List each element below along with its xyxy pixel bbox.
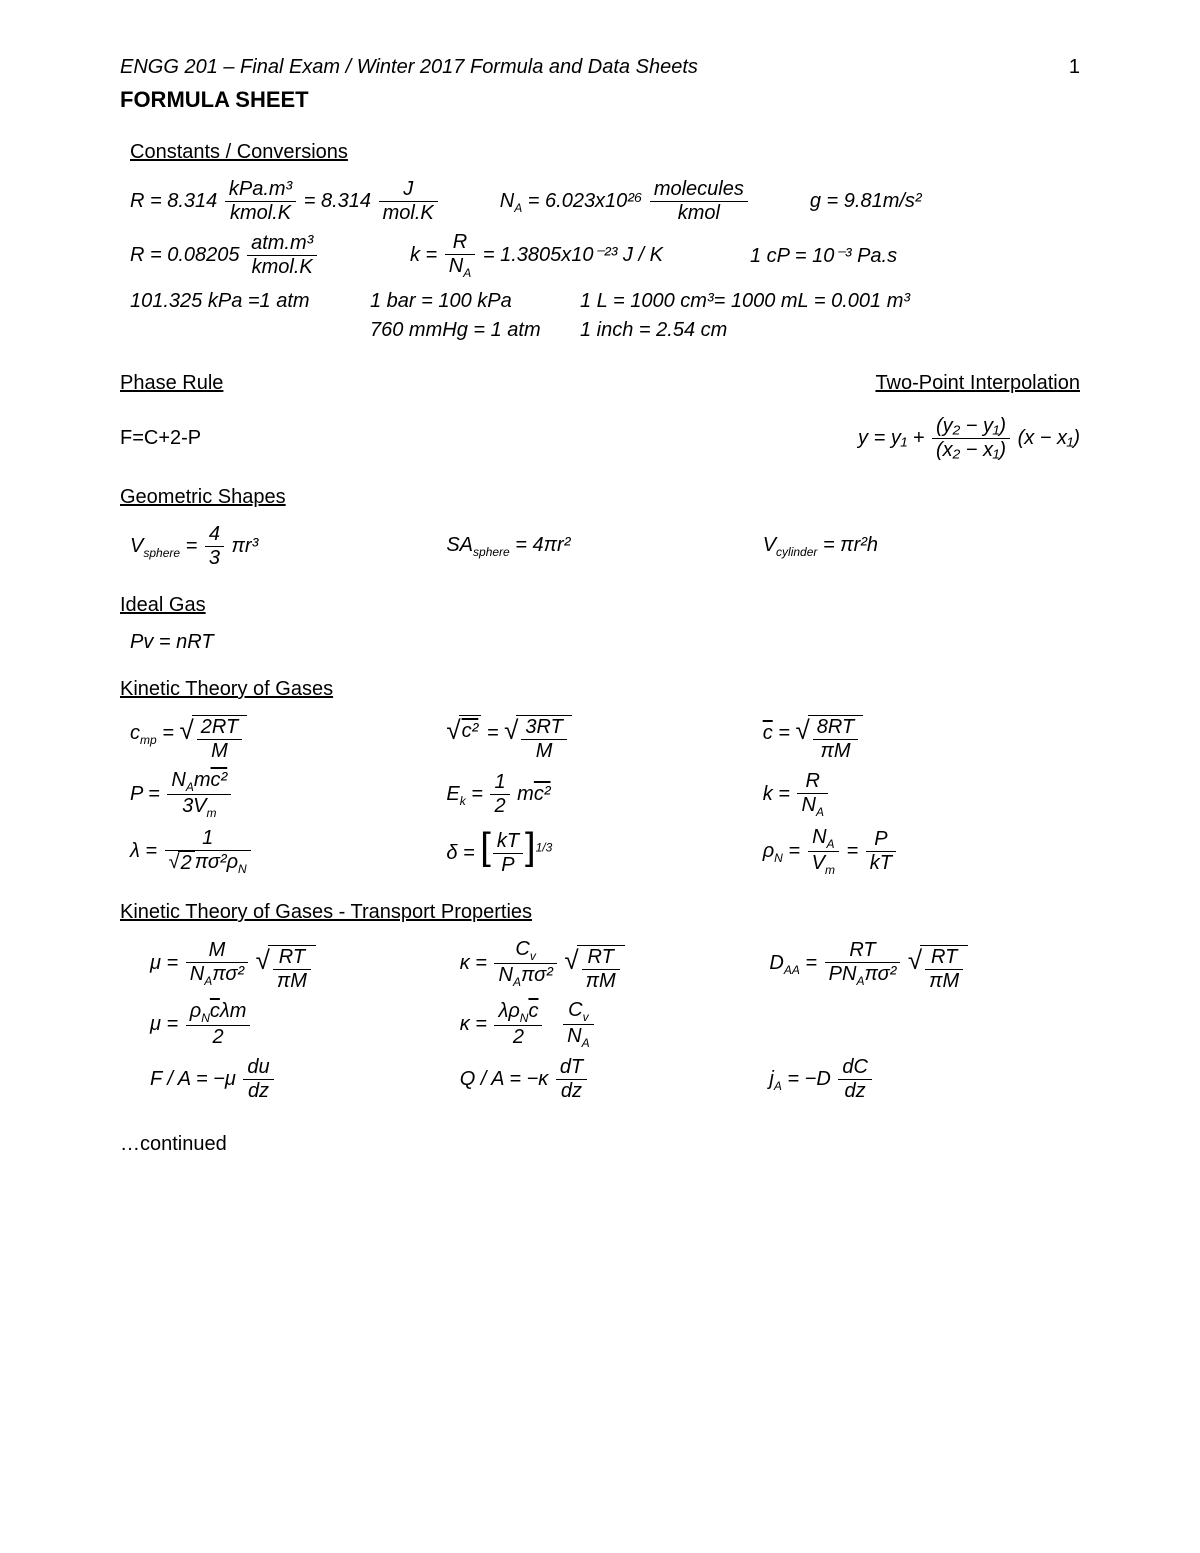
page-header: ENGG 201 – Final Exam / Winter 2017 Form… <box>120 56 1080 79</box>
row-Ratm-k-cP: R = 0.08205 atm.m³kmol.K k = RNA = 1.380… <box>130 231 1080 280</box>
section-transport: Kinetic Theory of Gases - Transport Prop… <box>120 901 1080 924</box>
eq-crms: √c² = √3RTM <box>446 715 762 763</box>
row-transport-3: F / A = −μ dudz Q / A = −κ dTdz jA = −D … <box>150 1056 1080 1103</box>
eq-R-kpa: R = 8.314 kPa.m³kmol.K = 8.314 Jmol.K <box>130 178 440 225</box>
section-shapes: Geometric Shapes <box>120 486 1080 509</box>
row-phase-interp-headers: Phase Rule Two-Point Interpolation <box>120 348 1080 409</box>
eq-rho: ρN = NAVm = PkT <box>763 826 1079 877</box>
eq-mmhg: 760 mmHg = 1 atm <box>370 319 580 342</box>
section-interp: Two-Point Interpolation <box>875 372 1080 395</box>
eq-cP: 1 cP = 10⁻³ Pa.s <box>750 243 897 268</box>
eq-jA: jA = −D dCdz <box>769 1056 1079 1103</box>
section-kinetic: Kinetic Theory of Gases <box>120 678 1080 701</box>
page-number: 1 <box>1069 56 1080 79</box>
eq-mu2: μ = ρNcλm2 <box>150 1000 460 1049</box>
row-kinetic-P-Ek-k: P = NAmc²3Vm Ek = 12 mc² k = RNA <box>130 769 1080 820</box>
eq-R-atm: R = 0.08205 atm.m³kmol.K <box>130 232 410 279</box>
eq-ideal-gas: Pv = nRT <box>130 631 1080 654</box>
eq-NA: NA = 6.023x10²⁶ moleculeskmol <box>500 178 750 225</box>
row-kinetic-lambda-delta-rho: λ = 1√2πσ²ρN δ = [kTP]1/3 ρN = NAVm = Pk… <box>130 826 1080 877</box>
eq-bar: 1 bar = 100 kPa <box>370 290 580 313</box>
eq-atm-kpa: 101.325 kPa =1 atm <box>130 290 370 313</box>
eq-cylinder-v: Vcylinder = πr²h <box>763 534 1079 559</box>
eq-lambda: λ = 1√2πσ²ρN <box>130 827 446 876</box>
document-page: ENGG 201 – Final Exam / Winter 2017 Form… <box>0 0 1200 1216</box>
section-ideal-gas: Ideal Gas <box>120 594 1080 617</box>
row-shapes: Vsphere = 43 πr³ SAsphere = 4πr² Vcylind… <box>130 523 1080 570</box>
header-left: ENGG 201 – Final Exam / Winter 2017 Form… <box>120 56 698 79</box>
eq-g: g = 9.81m/s² <box>810 190 922 213</box>
eq-k2: k = RNA <box>763 770 1079 819</box>
eq-cmp: cmp = √2RTM <box>130 715 446 763</box>
eq-sphere-v: Vsphere = 43 πr³ <box>130 523 446 570</box>
eq-FA: F / A = −μ dudz <box>150 1056 460 1103</box>
eq-inch: 1 inch = 2.54 cm <box>580 319 727 342</box>
eq-Ek: Ek = 12 mc² <box>446 771 762 818</box>
eq-k: k = RNA = 1.3805x10⁻²³ J / K <box>410 231 750 280</box>
eq-litre: 1 L = 1000 cm³= 1000 mL = 0.001 m³ <box>580 290 910 313</box>
eq-QA: Q / A = −κ dTdz <box>460 1056 770 1103</box>
row-phase-interp-eq: F=C+2-P y = y₁ + (y₂ − y₁)(x₂ − x₁) (x −… <box>120 415 1080 462</box>
row-R-NA-g: R = 8.314 kPa.m³kmol.K = 8.314 Jmol.K NA… <box>130 178 1080 225</box>
eq-P: P = NAmc²3Vm <box>130 769 446 820</box>
eq-kappa2: κ = λρNc2 CvNA <box>460 999 770 1050</box>
row-kinetic-speeds: cmp = √2RTM √c² = √3RTM c = √8RTπM <box>130 715 1080 763</box>
row-transport-2: μ = ρNcλm2 κ = λρNc2 CvNA <box>150 999 1080 1050</box>
row-conv2: 760 mmHg = 1 atm 1 inch = 2.54 cm <box>130 319 1080 342</box>
eq-interp: y = y₁ + (y₂ − y₁)(x₂ − x₁) (x − x₁) <box>858 415 1080 462</box>
main-title: FORMULA SHEET <box>120 87 1080 113</box>
section-constants: Constants / Conversions <box>130 141 1080 164</box>
eq-phase-rule: F=C+2-P <box>120 427 201 450</box>
continued-text: …continued <box>120 1133 1080 1156</box>
eq-sphere-sa: SAsphere = 4πr² <box>446 534 762 559</box>
section-phase-rule: Phase Rule <box>120 372 223 395</box>
row-transport-1: μ = MNAπσ² √RTπM κ = CvNAπσ² √RTπM DAA =… <box>150 938 1080 993</box>
eq-cbar: c = √8RTπM <box>763 715 1079 763</box>
row-conv1: 101.325 kPa =1 atm 1 bar = 100 kPa 1 L =… <box>130 290 1080 313</box>
eq-kappa: κ = CvNAπσ² √RTπM <box>460 938 770 993</box>
eq-D: DAA = RTPNAπσ² √RTπM <box>769 939 1079 993</box>
eq-mu: μ = MNAπσ² √RTπM <box>150 939 460 993</box>
eq-delta: δ = [kTP]1/3 <box>446 826 762 877</box>
